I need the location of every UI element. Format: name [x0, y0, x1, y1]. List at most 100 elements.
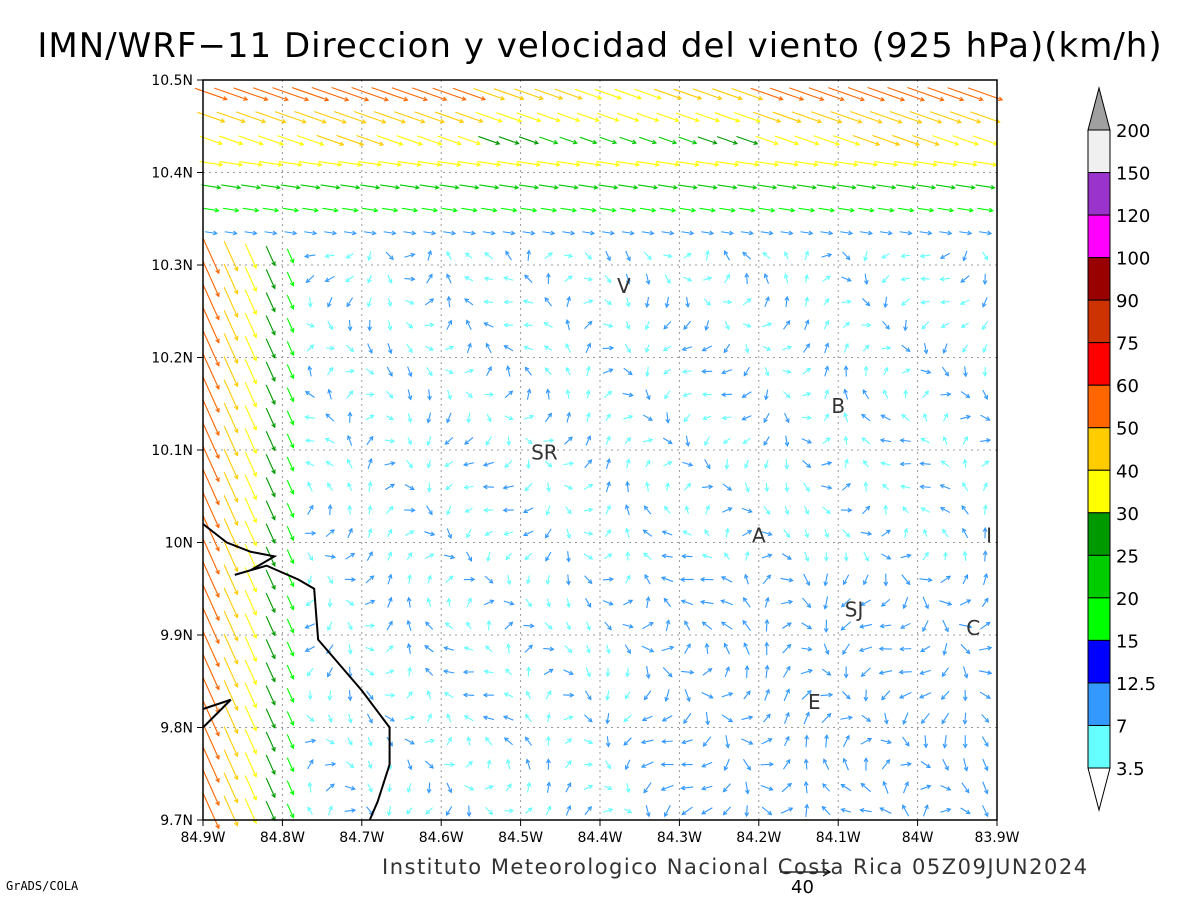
- wind-arrow: [566, 528, 572, 540]
- wind-arrow: [463, 484, 474, 490]
- wind-arrow: [554, 88, 583, 100]
- wind-arrow: [638, 184, 659, 190]
- wind-arrow: [424, 322, 435, 328]
- wind-arrow: [942, 528, 949, 538]
- wind-arrow: [466, 551, 473, 562]
- wind-arrow: [434, 111, 465, 124]
- wind-arrow: [361, 207, 379, 213]
- wind-arrow: [881, 553, 892, 560]
- wind-arrow: [695, 161, 720, 167]
- wind-arrow: [939, 230, 953, 236]
- wind-arrow: [781, 782, 792, 793]
- wind-arrow: [347, 713, 353, 724]
- wind-arrow: [889, 110, 923, 124]
- wind-arrow: [482, 484, 494, 490]
- wind-arrow: [446, 295, 452, 308]
- wind-arrow: [223, 749, 239, 781]
- wind-arrow: [544, 412, 553, 423]
- wind-arrow: [643, 505, 652, 515]
- wind-arrow: [367, 319, 373, 332]
- wind-arrow: [701, 369, 713, 374]
- wind-arrow: [244, 636, 257, 663]
- place-label: A: [752, 524, 766, 548]
- wind-arrow: [643, 552, 652, 560]
- wind-arrow: [347, 644, 353, 655]
- wind-arrow: [900, 253, 910, 259]
- wind-arrow: [546, 598, 551, 608]
- wind-arrow: [504, 808, 515, 814]
- wind-arrow: [917, 207, 935, 213]
- wind-arrow: [901, 574, 911, 586]
- wind-arrow: [466, 805, 472, 818]
- wind-arrow: [596, 161, 621, 167]
- wind-arrow: [823, 319, 830, 330]
- wind-arrow: [473, 87, 506, 101]
- wind-arrow: [932, 135, 960, 146]
- wind-arrow: [407, 759, 413, 771]
- wind-arrow: [544, 528, 552, 539]
- wind-arrow: [384, 461, 396, 466]
- wind-arrow: [244, 335, 257, 362]
- wind-arrow: [387, 320, 393, 331]
- wind-arrow: [307, 481, 313, 492]
- wind-arrow: [265, 338, 276, 359]
- peninsula-path: [202, 698, 232, 729]
- wind-arrow: [763, 505, 771, 515]
- wind-arrow: [202, 261, 220, 298]
- wind-arrow: [416, 135, 443, 146]
- wind-arrow: [371, 87, 409, 102]
- wind-arrow: [763, 713, 771, 723]
- wind-arrow: [919, 461, 931, 467]
- wind-arrow: [367, 251, 372, 262]
- wind-arrow: [506, 643, 511, 654]
- wind-arrow: [823, 298, 830, 306]
- wind-arrow: [683, 413, 691, 423]
- wind-arrow: [850, 110, 883, 124]
- wind-arrow: [881, 345, 892, 351]
- wind-arrow: [625, 321, 631, 331]
- wind-arrow: [721, 415, 732, 421]
- wind-arrow: [582, 230, 596, 236]
- reference-vector: [780, 867, 832, 877]
- wind-arrow: [702, 415, 712, 421]
- wind-arrow: [695, 112, 721, 123]
- wind-arrow: [565, 804, 572, 816]
- wind-arrow: [483, 599, 495, 606]
- wind-arrow: [223, 310, 239, 341]
- wind-arrow: [784, 435, 790, 447]
- wind-arrow: [843, 365, 849, 377]
- wind-arrow: [559, 136, 578, 145]
- wind-arrow: [404, 738, 415, 745]
- wind-arrow: [396, 135, 424, 146]
- wind-arrow: [741, 415, 752, 421]
- wind-arrow: [223, 633, 239, 665]
- wind-arrow: [618, 184, 639, 190]
- wind-arrow: [446, 713, 452, 723]
- wind-arrow: [605, 667, 611, 678]
- wind-arrow: [878, 207, 895, 213]
- wind-arrow: [238, 135, 264, 146]
- wind-arrow: [625, 783, 631, 794]
- wind-arrow: [499, 184, 520, 190]
- wind-arrow: [223, 703, 239, 735]
- wind-arrow: [935, 184, 956, 190]
- wind-arrow: [244, 405, 257, 431]
- wind-arrow: [259, 161, 283, 167]
- wind-arrow: [836, 184, 857, 190]
- wind-arrow: [847, 87, 886, 102]
- x-tick-label: 84.2W: [736, 830, 781, 846]
- wind-arrow: [347, 482, 353, 492]
- wind-arrow: [741, 715, 754, 721]
- wind-arrow: [540, 207, 558, 213]
- wind-arrow: [941, 366, 950, 377]
- wind-arrow: [860, 531, 873, 536]
- wind-arrow: [484, 530, 493, 536]
- wind-arrow: [860, 738, 873, 745]
- wind-arrow: [223, 495, 239, 526]
- wind-arrow: [305, 738, 317, 744]
- wind-arrow: [386, 620, 393, 631]
- y-tick-label: 10.3N: [151, 258, 193, 274]
- wind-arrow: [504, 460, 513, 469]
- wind-arrow: [543, 345, 553, 351]
- wind-arrow: [678, 136, 698, 145]
